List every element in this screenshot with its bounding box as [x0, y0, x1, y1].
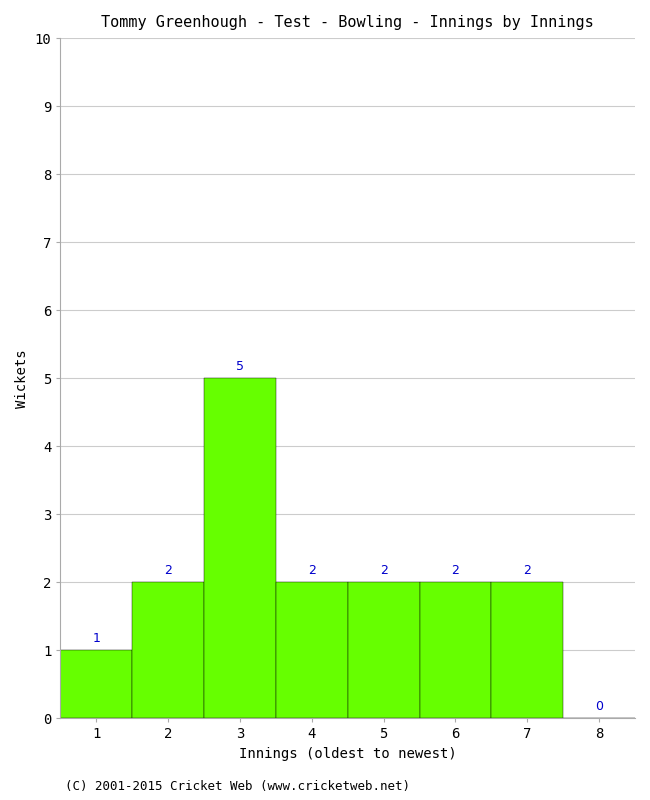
Text: (C) 2001-2015 Cricket Web (www.cricketweb.net): (C) 2001-2015 Cricket Web (www.cricketwe… [65, 781, 410, 794]
Text: 2: 2 [164, 564, 172, 577]
Title: Tommy Greenhough - Test - Bowling - Innings by Innings: Tommy Greenhough - Test - Bowling - Inni… [101, 15, 594, 30]
X-axis label: Innings (oldest to newest): Innings (oldest to newest) [239, 747, 456, 761]
Text: 2: 2 [308, 564, 316, 577]
Bar [419, 582, 491, 718]
Bar [132, 582, 204, 718]
Text: 2: 2 [523, 564, 531, 577]
Text: 1: 1 [92, 632, 100, 645]
Bar [276, 582, 348, 718]
Y-axis label: Wickets: Wickets [15, 349, 29, 407]
Bar [348, 582, 419, 718]
Bar [60, 650, 132, 718]
Text: 0: 0 [595, 700, 603, 713]
Text: 2: 2 [380, 564, 387, 577]
Text: 2: 2 [452, 564, 460, 577]
Bar [491, 582, 563, 718]
Bar [204, 378, 276, 718]
Text: 5: 5 [236, 360, 244, 373]
